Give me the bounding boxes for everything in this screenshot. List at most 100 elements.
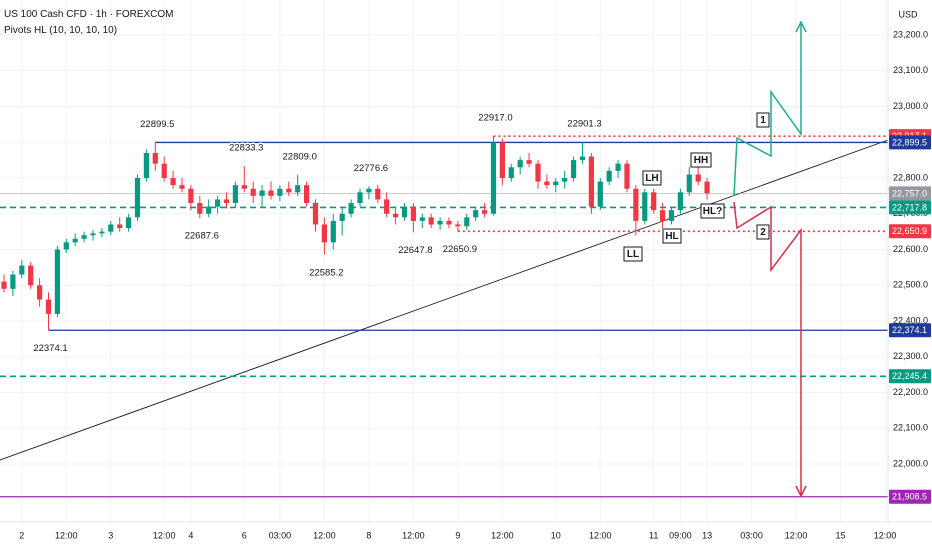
candle-body <box>188 188 194 204</box>
x-tick-label: 2 <box>19 530 24 540</box>
tag-box <box>662 228 682 244</box>
pivot-label: 22650.9 <box>443 244 477 255</box>
y-tick-label: 22,100.0 <box>893 423 928 433</box>
candle-body <box>392 213 399 218</box>
candle-body <box>134 178 141 218</box>
candle-body <box>286 188 292 193</box>
candle-body <box>553 181 559 186</box>
structure-tag: HL <box>665 231 678 242</box>
y-tick-label: 22,300.0 <box>893 351 928 361</box>
price-tag <box>889 135 931 150</box>
candle-body <box>455 224 461 227</box>
candle-body <box>259 190 265 196</box>
candle-body <box>437 220 443 225</box>
bear-arrowhead <box>795 485 807 498</box>
pivot-label: 22687.6 <box>185 231 219 242</box>
candle-body <box>499 142 505 179</box>
x-tick-label: 12:00 <box>55 530 78 540</box>
candle-body <box>117 224 123 229</box>
pivot-label: 22901.3 <box>567 118 601 129</box>
candle-body <box>214 199 221 207</box>
price-tag-label: 22,717.8 <box>892 202 927 212</box>
y-tick-label: 22,500.0 <box>893 280 928 290</box>
candle-body <box>473 210 479 218</box>
candle-body <box>223 199 230 204</box>
y-tick-label: 22,600.0 <box>893 244 928 254</box>
tag-box <box>642 170 662 186</box>
x-tick-label: 13 <box>702 530 712 540</box>
x-tick-label: 09:00 <box>669 530 692 540</box>
candle-body <box>570 160 577 179</box>
price-tag-label: 22,650.9 <box>892 226 927 236</box>
currency: USD <box>898 9 918 19</box>
price-tag <box>889 186 931 201</box>
candle-body <box>633 188 639 221</box>
candles <box>1 136 710 331</box>
structure-tag: HL? <box>703 206 722 217</box>
candle-body <box>339 213 345 221</box>
candle-body <box>1 281 7 289</box>
candle-body <box>517 160 523 168</box>
wave-tag: 2 <box>760 227 766 238</box>
price-tag <box>889 224 931 239</box>
candle-body <box>250 188 256 196</box>
candle-body <box>704 181 710 194</box>
candle-body <box>357 192 363 204</box>
x-tick-label: 11 <box>649 530 658 540</box>
levels <box>0 135 888 498</box>
candle-body <box>508 167 514 179</box>
tag-box <box>700 203 725 219</box>
candle-body <box>179 185 185 189</box>
candle-body <box>659 210 666 221</box>
candle-body <box>241 185 247 189</box>
candle-body <box>464 217 470 227</box>
price-tag <box>889 323 931 338</box>
x-tick-label: 4 <box>188 530 193 540</box>
candle-body <box>10 274 16 289</box>
candle-body <box>642 192 648 221</box>
price-axis <box>888 0 932 550</box>
candle-body <box>410 206 416 221</box>
y-tick-label: 23,100.0 <box>893 65 928 75</box>
x-tick-label: 12:00 <box>313 530 336 540</box>
candle-body <box>686 174 692 193</box>
pivot-label: 22809.0 <box>283 151 317 162</box>
candle-body <box>206 206 212 214</box>
candle-body <box>695 174 701 182</box>
candle-body <box>535 163 541 182</box>
candle-body <box>490 142 497 214</box>
x-tick-label: 6 <box>242 530 247 540</box>
y-tick-label: 22,200.0 <box>893 387 928 397</box>
candle-body <box>72 238 78 243</box>
pivot-label: 22917.0 <box>478 113 512 124</box>
candle-body <box>588 156 594 207</box>
y-tick-label: 23,200.0 <box>893 29 928 39</box>
candle-body <box>366 188 372 193</box>
candle-body <box>481 210 488 214</box>
y-tick-label: 22,000.0 <box>893 458 928 468</box>
x-tick-label: 03:00 <box>269 530 292 540</box>
tag-box <box>756 224 770 240</box>
candle-body <box>624 163 630 189</box>
candle-body <box>312 203 319 225</box>
candle-body <box>81 235 87 239</box>
candle-body <box>677 192 683 211</box>
candle-body <box>446 220 452 225</box>
candle-body <box>268 190 274 196</box>
bull-projection <box>733 24 802 197</box>
structure-tag: LH <box>645 173 658 184</box>
candle-body <box>54 249 61 314</box>
pivot-label: 22899.5 <box>140 119 174 130</box>
axis-labels: 22,000.0 22,100.0 22,200.0 22,300.0 22,400.0… <box>19 29 931 540</box>
pivot-label: 22585.2 <box>309 267 343 278</box>
x-tick-label: 03:00 <box>740 530 763 540</box>
structure-tag: LL <box>627 249 639 260</box>
candle-body <box>125 217 132 229</box>
candle-body <box>579 156 586 161</box>
y-tick-label: 22,800.0 <box>893 172 928 182</box>
y-tick-label: 23,000.0 <box>893 101 928 111</box>
x-tick-label: 12:00 <box>874 530 897 540</box>
x-tick-label: 15 <box>836 530 846 540</box>
candle-body <box>330 220 336 243</box>
